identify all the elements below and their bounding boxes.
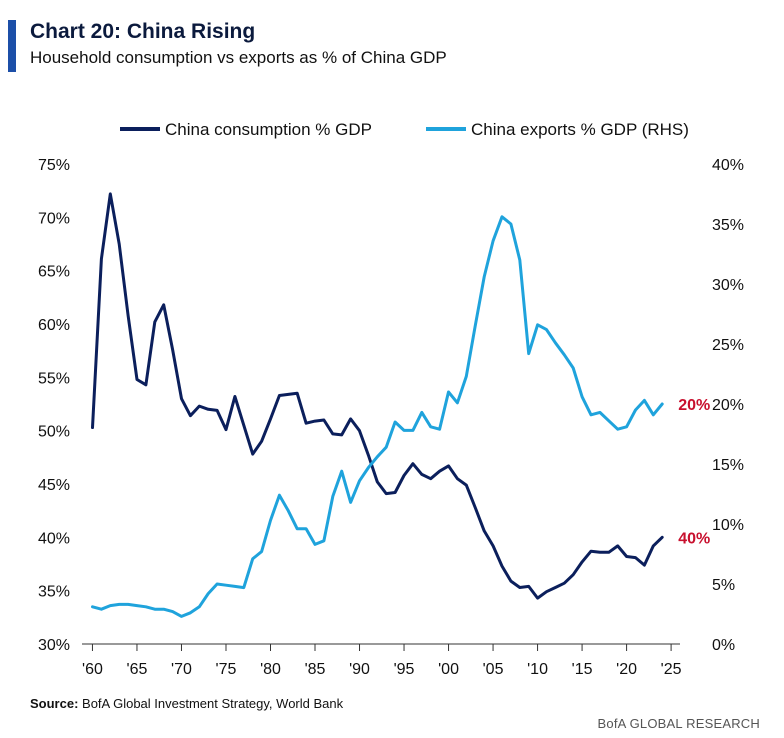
x-axis-tick-label: '90: [349, 661, 370, 678]
x-axis-tick-label: '75: [216, 661, 237, 678]
right-axis-tick-label: 10%: [712, 517, 744, 534]
legend-label-1: China exports % GDP (RHS): [471, 120, 689, 139]
left-axis-tick-label: 70%: [38, 210, 70, 227]
brand-footer: BofA GLOBAL RESEARCH: [597, 716, 760, 731]
line-chart: China consumption % GDP China exports % G…: [38, 120, 744, 678]
right-axis-tick-label: 35%: [712, 217, 744, 234]
right-axis-tick-label: 30%: [712, 277, 744, 294]
series-line-0: [91, 192, 664, 600]
left-axis-tick-label: 45%: [38, 477, 70, 494]
series-line-1: [91, 215, 664, 618]
left-axis-tick-label: 40%: [38, 530, 70, 547]
x-axis-tick-label: '80: [260, 661, 281, 678]
chart-subtitle: Household consumption vs exports as % of…: [30, 48, 447, 67]
x-axis-tick-label: '00: [438, 661, 459, 678]
right-axis-tick-label: 15%: [712, 457, 744, 474]
source-text: BofA Global Investment Strategy, World B…: [78, 696, 344, 711]
left-axis-tick-label: 75%: [38, 157, 70, 174]
x-axis-tick-label: '10: [527, 661, 548, 678]
right-axis-tick-label: 40%: [712, 157, 744, 174]
x-axis-tick-label: '70: [171, 661, 192, 678]
x-axis-tick-label: '60: [82, 661, 103, 678]
series-end-label-0: 40%: [678, 530, 710, 547]
x-axis-tick-label: '25: [661, 661, 682, 678]
left-axis-tick-label: 50%: [38, 424, 70, 441]
right-axis-tick-label: 0%: [712, 637, 735, 654]
right-axis-tick-label: 5%: [712, 577, 735, 594]
source-label: Source:: [30, 696, 79, 711]
source-note: Source: BofA Global Investment Strategy,…: [30, 696, 343, 711]
x-axis-tick-label: '85: [305, 661, 326, 678]
left-axis-tick-label: 65%: [38, 264, 70, 281]
x-axis-tick-label: '95: [394, 661, 415, 678]
left-axis-tick-label: 60%: [38, 317, 70, 334]
left-axis-tick-label: 35%: [38, 584, 70, 601]
x-axis-tick-label: '20: [616, 661, 637, 678]
left-axis-tick-label: 55%: [38, 370, 70, 387]
series-end-label-1: 20%: [678, 397, 710, 414]
x-axis-tick-label: '05: [483, 661, 504, 678]
legend-label-0: China consumption % GDP: [165, 120, 372, 139]
title-accent-bar: [8, 20, 16, 72]
right-axis-tick-label: 20%: [712, 397, 744, 414]
left-axis-tick-label: 30%: [38, 637, 70, 654]
right-axis-tick-label: 25%: [712, 337, 744, 354]
x-axis-tick-label: '15: [572, 661, 593, 678]
x-axis-tick-label: '65: [127, 661, 148, 678]
chart-title: Chart 20: China Rising: [30, 20, 256, 43]
